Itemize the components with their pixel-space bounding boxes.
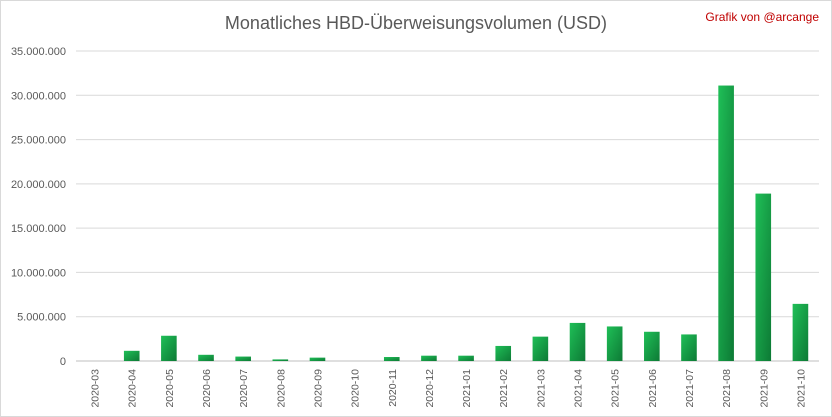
x-tick-label: 2021-09 — [758, 369, 770, 408]
bar-2021-04 — [569, 322, 586, 361]
bar-2020-07 — [235, 356, 251, 361]
y-tick-label: 5.000.000 — [17, 312, 66, 324]
x-tick-label: 2020-08 — [275, 369, 287, 408]
bar-2021-03 — [532, 336, 549, 361]
y-tick-label: 0 — [60, 356, 66, 368]
x-tick-label: 2020-12 — [424, 369, 436, 408]
bar-2021-06 — [644, 331, 660, 361]
bar-2021-01 — [458, 355, 474, 361]
x-tick-label: 2021-10 — [795, 369, 807, 408]
bar-2021-08 — [718, 85, 734, 362]
bar-2020-09 — [309, 357, 326, 361]
bar-2021-10 — [792, 303, 809, 361]
x-tick-label: 2020-04 — [127, 369, 139, 408]
x-tick-label: 2020-03 — [90, 369, 102, 408]
bar-2021-02 — [495, 345, 512, 361]
x-tick-label: 2021-07 — [684, 369, 696, 408]
y-tick-label: 10.000.000 — [11, 267, 66, 279]
bar-2021-07 — [681, 334, 697, 361]
x-tick-label: 2020-10 — [350, 369, 362, 408]
bar-2020-12 — [421, 355, 437, 361]
bar-2021-09 — [755, 193, 772, 361]
bar-2020-08 — [272, 359, 289, 361]
x-tick-label: 2020-09 — [312, 369, 324, 408]
bar-2021-05 — [606, 326, 623, 361]
y-tick-label: 20.000.000 — [11, 179, 66, 191]
x-tick-label: 2020-05 — [164, 369, 176, 408]
bar-2020-04 — [123, 350, 140, 361]
x-tick-label: 2021-06 — [647, 369, 659, 408]
y-tick-label: 15.000.000 — [11, 223, 66, 235]
x-tick-label: 2021-03 — [535, 369, 547, 408]
x-tick-label: 2021-01 — [461, 369, 473, 408]
y-tick-label: 25.000.000 — [11, 135, 66, 147]
bar-layer — [123, 85, 809, 362]
x-tick-label: 2020-06 — [201, 369, 213, 408]
x-tick-label: 2020-07 — [238, 369, 250, 408]
y-tick-label: 30.000.000 — [11, 90, 66, 102]
bar-2020-11 — [383, 357, 400, 361]
x-tick-label: 2021-08 — [721, 369, 733, 408]
bar-2020-06 — [198, 354, 214, 361]
chart-credit: Grafik von @arcange — [705, 10, 819, 24]
x-tick-label: 2021-04 — [573, 369, 585, 408]
bar-2020-05 — [161, 335, 177, 361]
x-tick-label: 2021-05 — [610, 369, 622, 408]
x-tick-label: 2021-02 — [498, 369, 510, 408]
grid-layer — [76, 50, 819, 362]
chart-title: Monatliches HBD-Überweisungsvolumen (USD… — [224, 13, 608, 33]
x-tick-label: 2020-11 — [387, 369, 399, 407]
y-tick-label: 35.000.000 — [11, 46, 66, 58]
label-layer: 0 5.000.000 10.000.000 15.000.000 20.000.000… — [11, 46, 807, 408]
